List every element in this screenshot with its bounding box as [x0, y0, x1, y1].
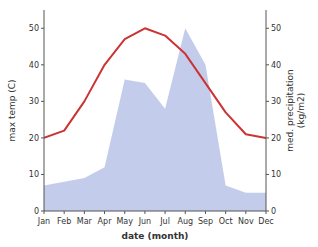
y-tick — [41, 174, 44, 175]
x-tick — [64, 211, 65, 214]
y-tick-label: 40 — [29, 61, 39, 70]
x-tick-label: Jul — [159, 217, 170, 226]
x-axis — [44, 211, 266, 212]
y-tick — [41, 137, 44, 138]
x-tick-label: Apr — [98, 217, 113, 226]
x-tick-label: Aug — [177, 217, 193, 226]
y-tick-label: 20 — [29, 134, 39, 143]
y-tick-label: 40 — [271, 61, 281, 70]
y-axis-label: max temp (C) — [7, 79, 17, 141]
x-tick — [205, 211, 206, 214]
x-tick-label: Feb — [57, 217, 71, 226]
x-tick — [225, 211, 226, 214]
y-tick — [266, 211, 269, 212]
x-tick-label: Mar — [77, 217, 93, 226]
y-tick-label: 20 — [271, 134, 281, 143]
x-tick — [165, 211, 166, 214]
x-tick — [84, 211, 85, 214]
y-tick — [41, 101, 44, 102]
y-tick — [266, 28, 269, 29]
y-tick-label: 0 — [271, 207, 276, 216]
y-tick — [266, 101, 269, 102]
x-tick-label: Nov — [238, 217, 254, 226]
x-tick — [245, 211, 246, 214]
x-tick — [104, 211, 105, 214]
y-tick-label: 0 — [34, 207, 39, 216]
y-tick-label: 10 — [271, 170, 281, 179]
y-axis — [44, 10, 45, 211]
y-tick-label: 30 — [29, 97, 39, 106]
y-tick — [41, 211, 44, 212]
y2-axis — [266, 10, 267, 211]
y-tick — [266, 64, 269, 65]
y-tick — [41, 64, 44, 65]
x-tick-label: May — [116, 217, 133, 226]
x-tick-label: Jun — [138, 217, 152, 226]
x-tick — [185, 211, 186, 214]
x-tick-label: Dec — [258, 217, 273, 226]
x-tick-label: Jan — [37, 217, 50, 226]
y-tick-label: 50 — [29, 24, 39, 33]
x-tick-label: Sep — [198, 217, 213, 226]
x-tick — [144, 211, 145, 214]
plot-area — [44, 28, 266, 211]
y-tick-label: 50 — [271, 24, 281, 33]
y-tick-label: 30 — [271, 97, 281, 106]
x-axis-label: date (month) — [122, 231, 189, 241]
x-tick-label: Oct — [219, 217, 233, 226]
chart: Jan Feb Mar AprMay Jun Jul Aug Sep Oct Nov Dec date… — [0, 0, 318, 247]
x-tick — [124, 211, 125, 214]
y2-axis-label: med. precipitation(kg/m2) — [285, 69, 306, 151]
y-tick — [266, 174, 269, 175]
line — [44, 28, 266, 138]
y-tick — [41, 28, 44, 29]
y-tick — [266, 137, 269, 138]
y-tick-label: 10 — [29, 170, 39, 179]
area — [44, 28, 266, 211]
